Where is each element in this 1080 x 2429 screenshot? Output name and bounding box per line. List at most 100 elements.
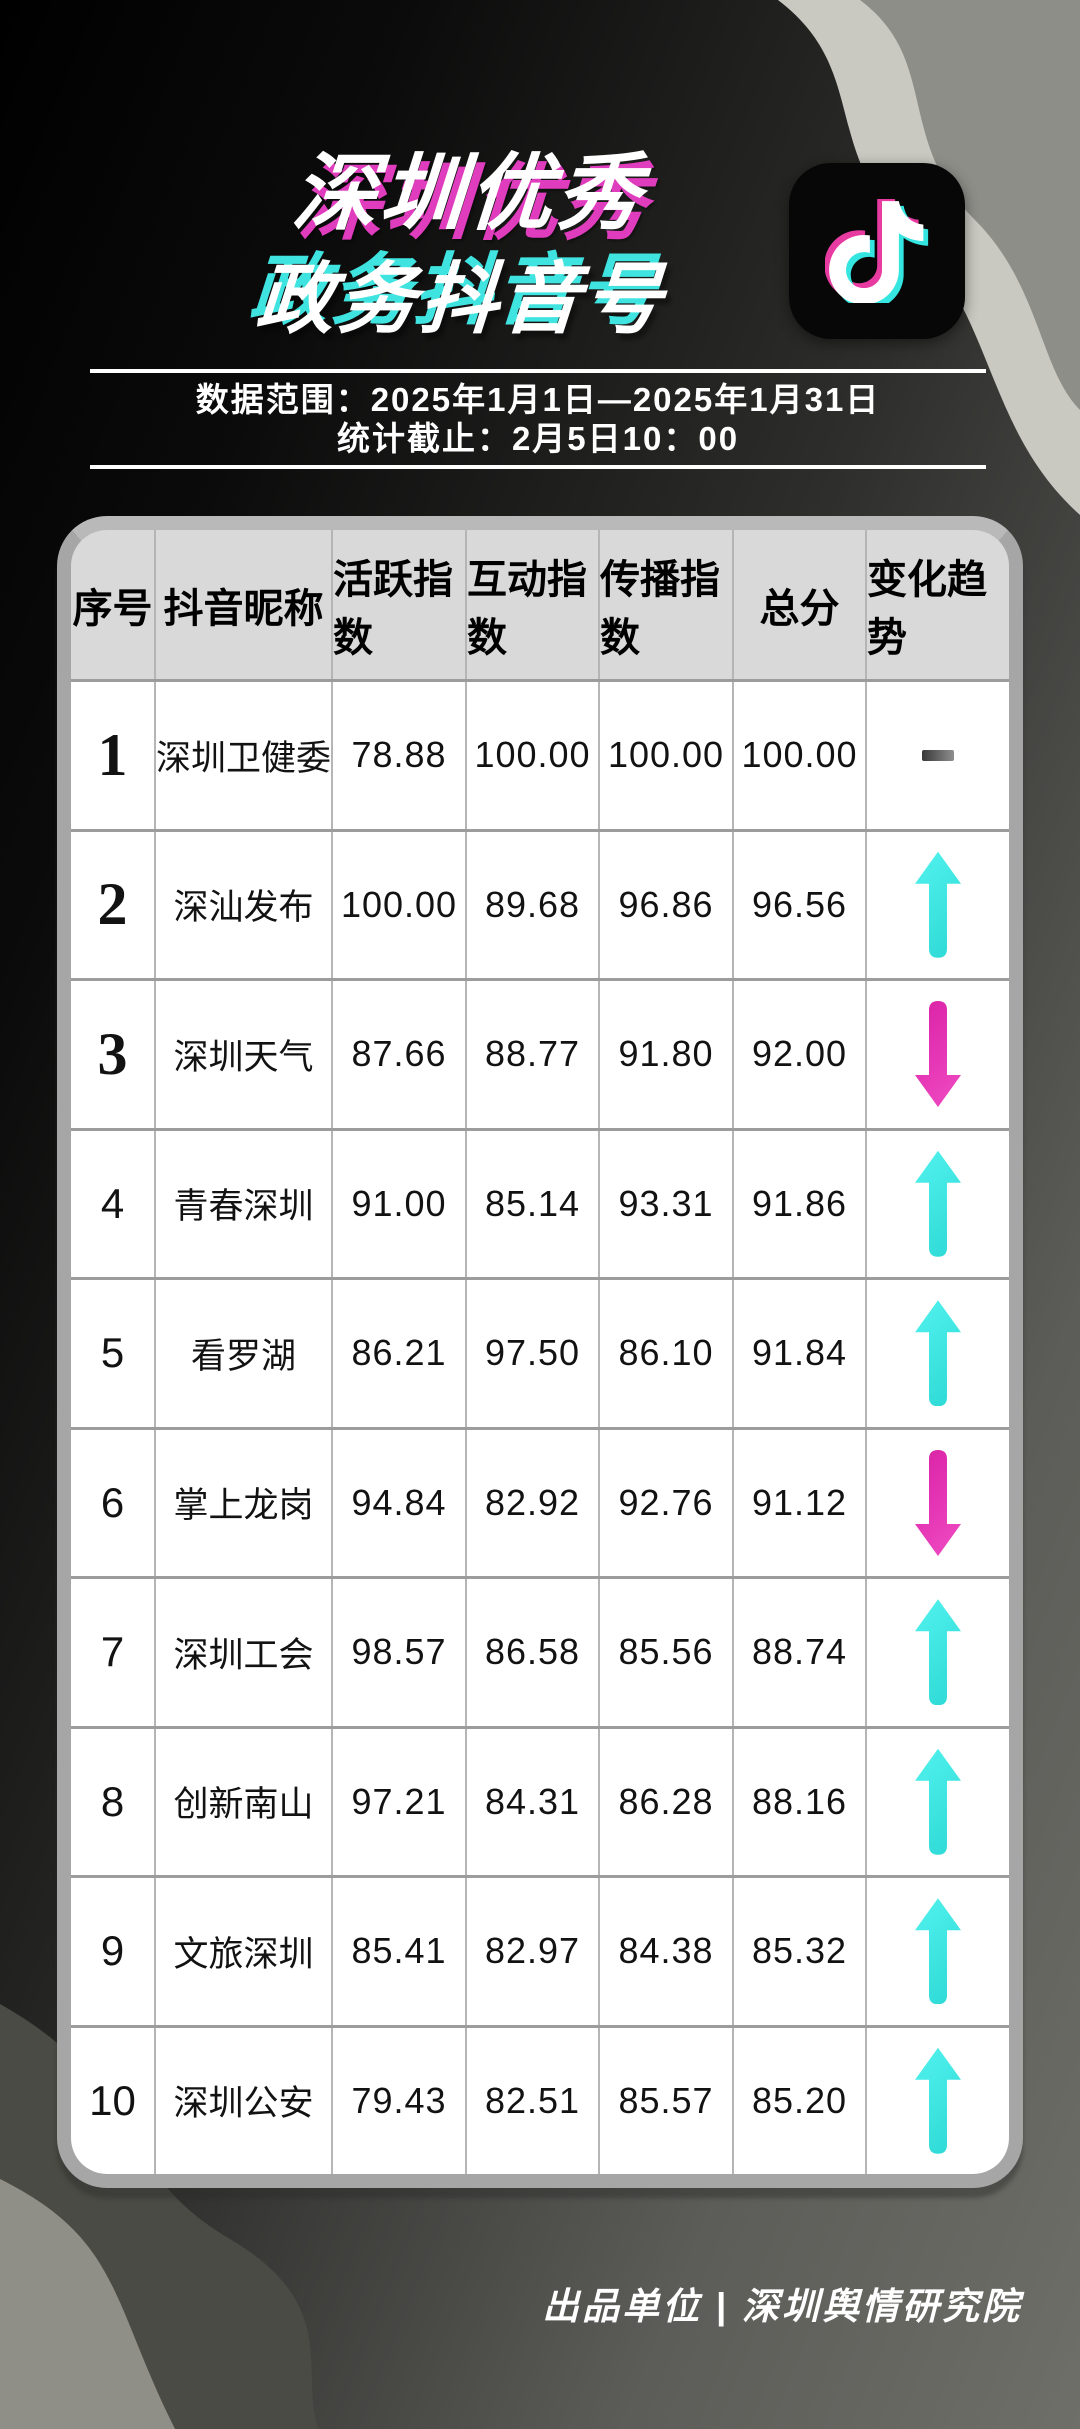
interaction-cell: 82.92: [465, 1429, 598, 1576]
spread-cell: 93.31: [598, 1130, 732, 1277]
activity-cell: 87.66: [331, 981, 465, 1128]
trend-cell: [865, 1280, 1009, 1427]
interaction-cell: 82.51: [465, 2027, 598, 2174]
table-row: 4 青春深圳 91.00 85.14 93.31 91.86: [71, 1127, 1009, 1277]
account-name-cell: 看罗湖: [154, 1280, 331, 1427]
spread-cell: 85.56: [598, 1579, 732, 1726]
table-row: 6 掌上龙岗 94.84 82.92 92.76 91.12: [71, 1426, 1009, 1576]
interaction-cell: 88.77: [465, 981, 598, 1128]
ranking-table: 序号 抖音昵称 活跃指数 互动指数 传播指数 总分 变化趋势 1 深圳卫健委 7…: [71, 530, 1009, 2174]
table-row: 10 深圳公安 79.43 82.51 85.57 85.20: [71, 2024, 1009, 2174]
divider-line-top: [90, 369, 986, 373]
activity-cell: 97.21: [331, 1728, 465, 1875]
activity-cell: 79.43: [331, 2027, 465, 2174]
table-row: 8 创新南山 97.21 84.31 86.28 88.16: [71, 1725, 1009, 1875]
trend-icon: [915, 1151, 961, 1257]
spread-cell: 91.80: [598, 981, 732, 1128]
trend-cell: [865, 682, 1009, 829]
account-name-cell: 深圳天气: [154, 981, 331, 1128]
trend-icon: [915, 1300, 961, 1406]
header-trend: 变化趋势: [865, 530, 1009, 679]
interaction-cell: 86.58: [465, 1579, 598, 1726]
total-cell: 91.12: [732, 1429, 865, 1576]
trend-icon: [915, 1450, 961, 1556]
header-total-score: 总分: [732, 530, 865, 679]
trend-cell: [865, 981, 1009, 1128]
trend-cell: [865, 831, 1009, 978]
header-rank: 序号: [72, 586, 153, 631]
rank-cell: 10: [89, 2076, 136, 2124]
account-name-cell: 青春深圳: [154, 1130, 331, 1277]
rank-cell: 5: [100, 1329, 125, 1377]
activity-cell: 98.57: [331, 1579, 465, 1726]
activity-cell: 94.84: [331, 1429, 465, 1576]
trend-cell: [865, 1728, 1009, 1875]
activity-cell: 86.21: [331, 1280, 465, 1427]
rank-cell: 2: [97, 871, 128, 938]
total-cell: 96.56: [732, 831, 865, 978]
interaction-cell: 85.14: [465, 1130, 598, 1277]
trend-cell: [865, 2027, 1009, 2174]
total-cell: 88.74: [732, 1579, 865, 1726]
total-cell: 91.84: [732, 1280, 865, 1427]
total-cell: 100.00: [732, 682, 865, 829]
trend-cell: [865, 1429, 1009, 1576]
date-range-text: 数据范围：2025年1月1日—2025年1月31日: [195, 381, 881, 418]
rank-cell: 9: [100, 1927, 125, 1975]
account-name-cell: 掌上龙岗: [154, 1429, 331, 1576]
table-row: 5 看罗湖 86.21 97.50 86.10 91.84: [71, 1277, 1009, 1427]
interaction-cell: 89.68: [465, 831, 598, 978]
trend-icon: [922, 749, 954, 761]
trend-icon: [915, 852, 961, 958]
page-title: 深圳优秀 政务抖音号: [133, 140, 798, 352]
table-row: 3 深圳天气 87.66 88.77 91.80 92.00: [71, 978, 1009, 1128]
interaction-cell: 84.31: [465, 1728, 598, 1875]
title-line-2: 政务抖音号: [253, 255, 670, 343]
table-row: 9 文旅深圳 85.41 82.97 84.38 85.32: [71, 1875, 1009, 2025]
rank-cell: 1: [97, 721, 128, 788]
header-spread-index: 传播指数: [598, 530, 732, 679]
table-row: 7 深圳工会 98.57 86.58 85.56 88.74: [71, 1576, 1009, 1726]
douyin-app-icon: [789, 163, 965, 339]
interaction-cell: 100.00: [465, 682, 598, 829]
rank-cell: 7: [100, 1628, 125, 1676]
trend-cell: [865, 1579, 1009, 1726]
trend-icon: [915, 1599, 961, 1705]
rank-cell: 6: [100, 1478, 125, 1526]
table-row: 1 深圳卫健委 78.88 100.00 100.00 100.00: [71, 679, 1009, 829]
account-name-cell: 深汕发布: [154, 831, 331, 978]
rank-cell: 4: [100, 1179, 125, 1227]
spread-cell: 100.00: [598, 682, 732, 829]
spread-cell: 92.76: [598, 1429, 732, 1576]
table-header-row: 序号 抖音昵称 活跃指数 互动指数 传播指数 总分 变化趋势: [71, 530, 1009, 679]
header-interaction-index: 互动指数: [465, 530, 598, 679]
account-name-cell: 深圳卫健委: [154, 682, 331, 829]
footer-credit: 出品单位 | 深圳舆情研究院: [542, 2286, 1022, 2327]
divider-line-bottom: [90, 465, 986, 469]
activity-cell: 91.00: [331, 1130, 465, 1277]
douyin-note-icon: [825, 199, 929, 303]
spread-cell: 96.86: [598, 831, 732, 978]
trend-cell: [865, 1878, 1009, 2025]
total-cell: 92.00: [732, 981, 865, 1128]
spread-cell: 86.10: [598, 1280, 732, 1427]
subtitle-block: 数据范围：2025年1月1日—2025年1月31日 统计截止：2月5日10：00: [90, 369, 986, 469]
account-name-cell: 创新南山: [154, 1728, 331, 1875]
account-name-cell: 文旅深圳: [154, 1878, 331, 2025]
rank-cell: 8: [100, 1777, 125, 1825]
trend-icon: [915, 1001, 961, 1107]
activity-cell: 78.88: [331, 682, 465, 829]
account-name-cell: 深圳公安: [154, 2027, 331, 2174]
spread-cell: 85.57: [598, 2027, 732, 2174]
ranking-table-card: 序号 抖音昵称 活跃指数 互动指数 传播指数 总分 变化趋势 1 深圳卫健委 7…: [57, 516, 1023, 2188]
total-cell: 85.20: [732, 2027, 865, 2174]
interaction-cell: 82.97: [465, 1878, 598, 2025]
header-activity-index: 活跃指数: [331, 530, 465, 679]
deadline-text: 统计截止：2月5日10：00: [336, 420, 740, 457]
trend-cell: [865, 1130, 1009, 1277]
activity-cell: 85.41: [331, 1878, 465, 2025]
title-line-1: 深圳优秀: [289, 146, 648, 240]
spread-cell: 86.28: [598, 1728, 732, 1875]
trend-icon: [915, 1898, 961, 2004]
